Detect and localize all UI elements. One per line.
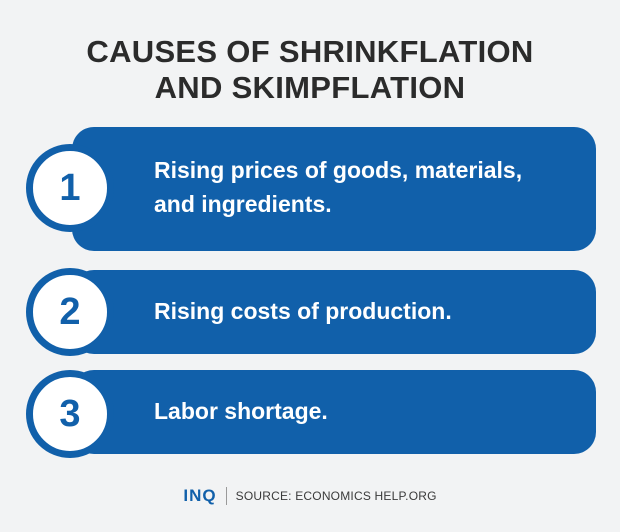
cause-number-1: 1 bbox=[26, 144, 114, 232]
cause-text-1-line-1: Rising prices of goods, materials, bbox=[154, 157, 523, 183]
cause-text-3: Labor shortage. bbox=[154, 398, 328, 424]
footer: INQ SOURCE: ECONOMICS HELP.ORG bbox=[0, 486, 620, 506]
title-line-1: CAUSES OF SHRINKFLATION bbox=[86, 34, 534, 69]
cause-text-1: Rising prices of goods, materials, and i… bbox=[154, 153, 580, 221]
page-title: CAUSES OF SHRINKFLATION AND SKIMPFLATION bbox=[0, 34, 620, 106]
cause-text-2: Rising costs of production. bbox=[154, 298, 452, 324]
cause-card-1: Rising prices of goods, materials, and i… bbox=[72, 127, 596, 251]
cause-text-1-line-2: and ingredients. bbox=[154, 191, 332, 217]
cause-card-3: Labor shortage. bbox=[72, 370, 596, 454]
source-credit: SOURCE: ECONOMICS HELP.ORG bbox=[235, 489, 437, 503]
cause-card-2: Rising costs of production. bbox=[72, 270, 596, 354]
cause-number-3: 3 bbox=[26, 370, 114, 458]
footer-divider bbox=[225, 487, 227, 505]
cause-number-2: 2 bbox=[26, 268, 114, 356]
title-line-2: AND SKIMPFLATION bbox=[154, 70, 466, 105]
inq-logo: INQ bbox=[183, 486, 217, 505]
